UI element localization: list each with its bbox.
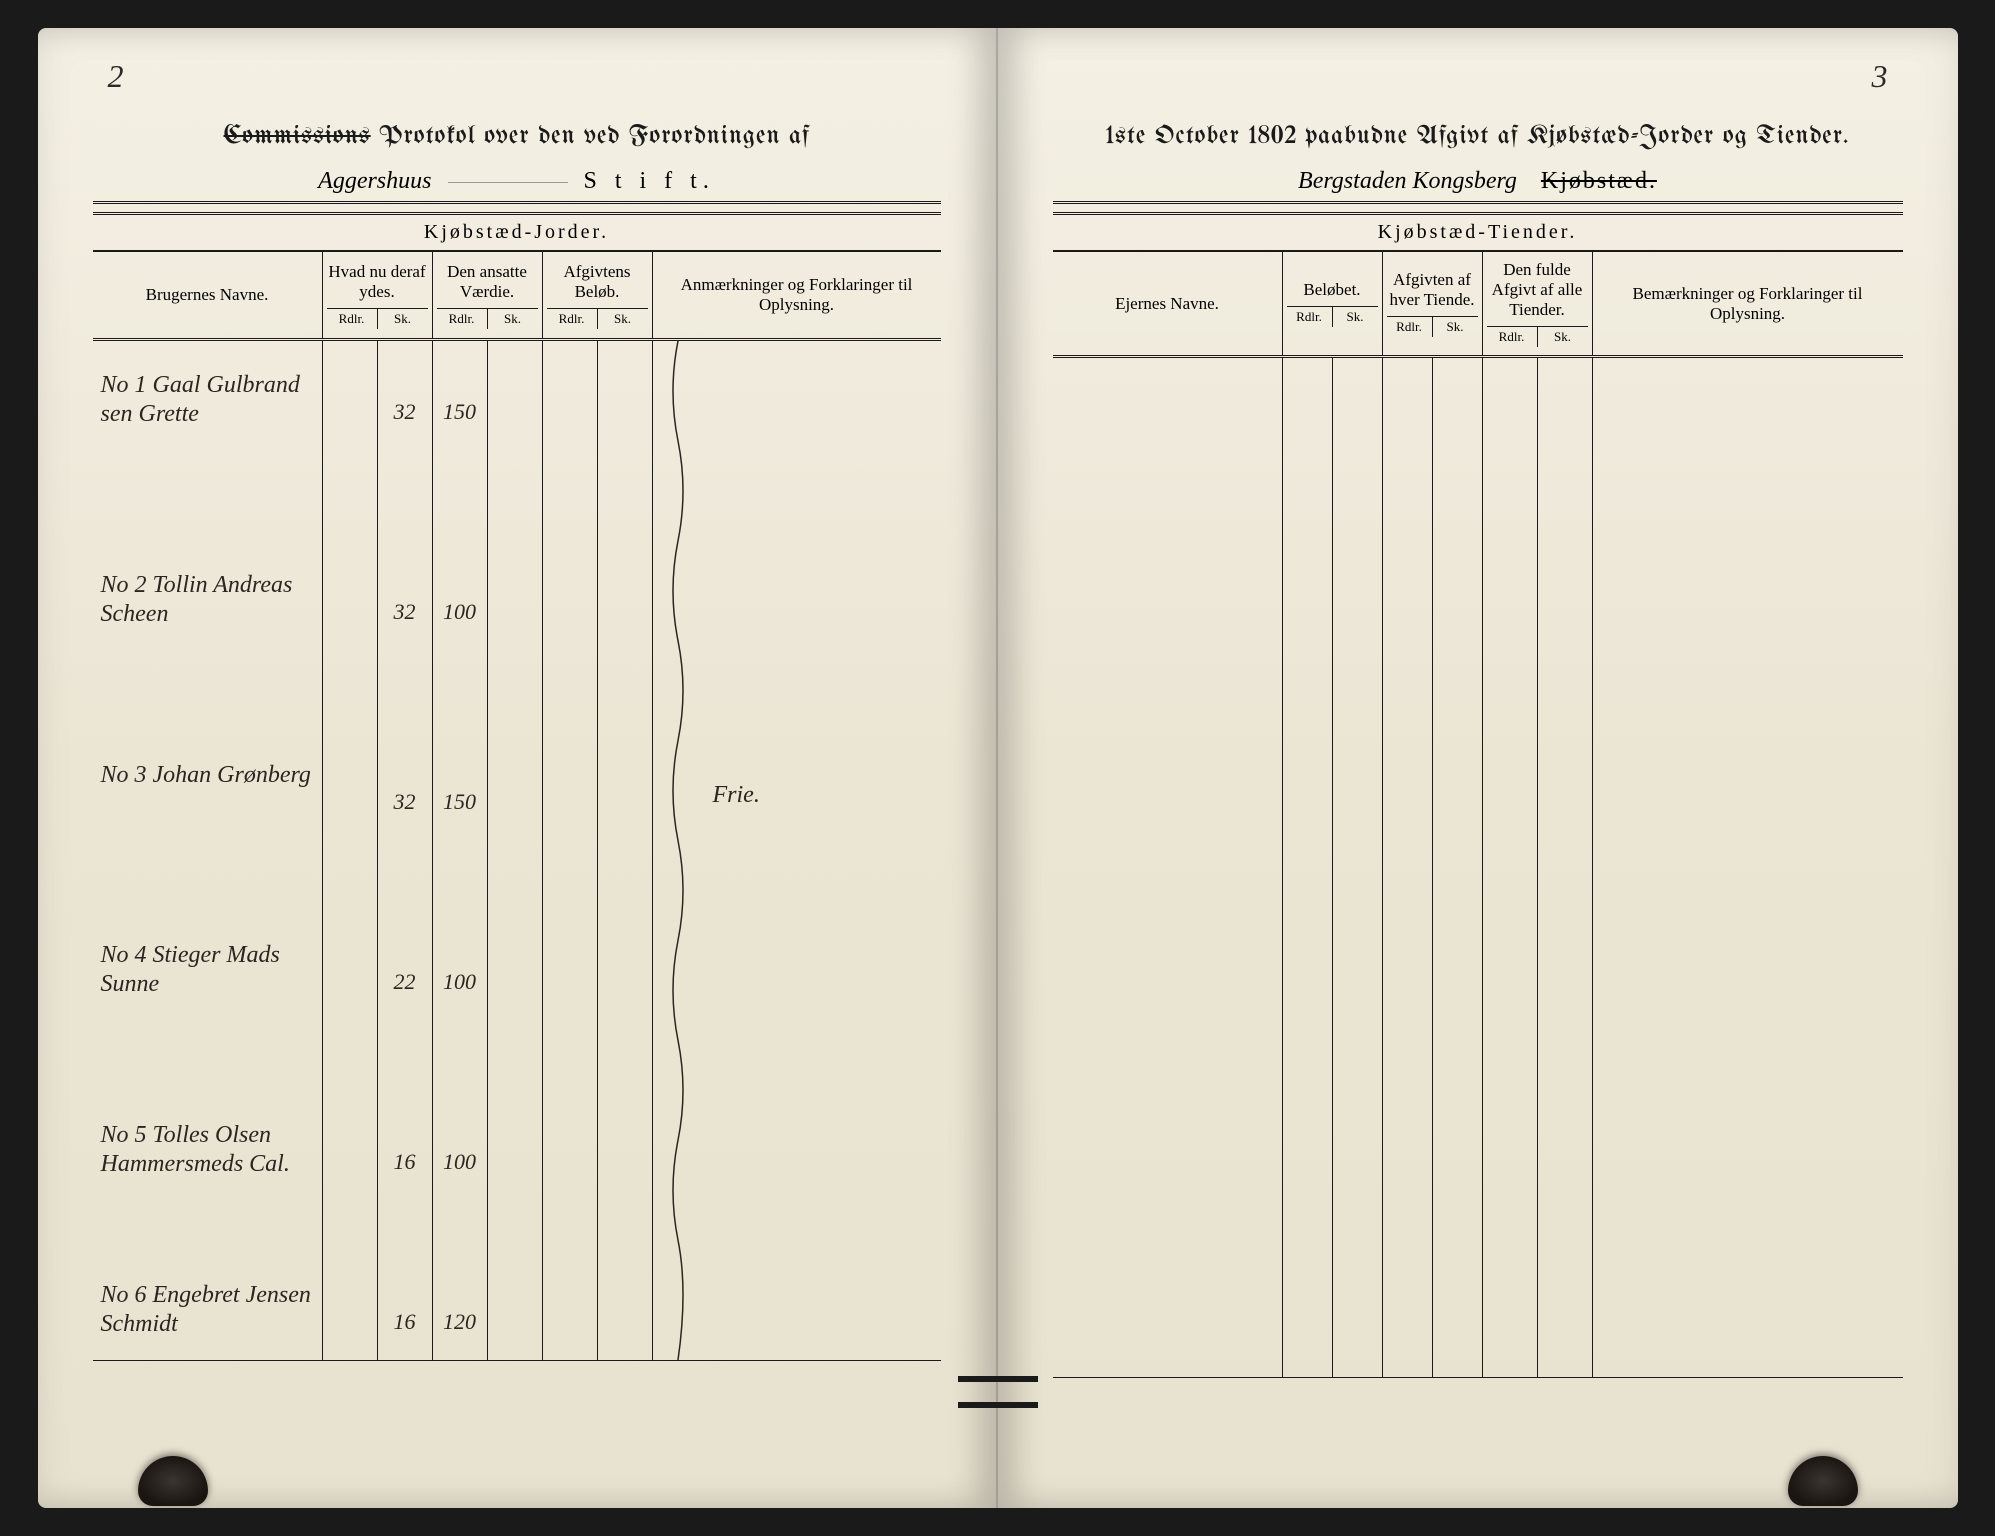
right-table-head: Ejernes Navne. Beløbet. Rdlr. Sk. Afgivt… — [1053, 251, 1903, 358]
ledger-entry-name: No 3 Johan Grønberg — [101, 761, 314, 790]
ledger-entry-value: 32 — [378, 599, 432, 625]
right-subtitle: Bergstaden Kongsberg Kjøbstæd. — [1053, 160, 1903, 204]
squiggle-line — [663, 341, 693, 1360]
ledger-entry-value: 150 — [433, 789, 487, 815]
stift-script: Aggershuus — [318, 168, 431, 194]
belobet-column — [1283, 358, 1383, 1377]
ledger-entry-value: 150 — [433, 399, 487, 425]
title-rest: Protokol over den ved Forordningen af — [379, 123, 809, 150]
subcols: Rdlr. Sk. — [1387, 316, 1478, 337]
stift-label: S t i f t. — [584, 168, 715, 194]
ledger-entry-name: No 6 Engebret Jensen Schmidt — [101, 1281, 314, 1339]
page-number-left: 2 — [108, 58, 124, 95]
left-section-label: Kjøbstæd-Jorder. — [93, 212, 941, 251]
col-head-ydes: Hvad nu deraf ydes. Rdlr. Sk. — [323, 252, 433, 338]
names-column: No 1 Gaal Gulbrand sen Grette No 2 Tollin… — [93, 341, 323, 1360]
ledger-entry-value: 22 — [378, 969, 432, 995]
col-head-anm: Anmærkninger og Forklaringer til Oplysni… — [653, 252, 941, 338]
ledger-entry-note: Frie. — [713, 781, 933, 810]
subcols: Rdlr. Sk. — [1487, 326, 1588, 347]
fulde-column — [1483, 358, 1593, 1377]
ledger-entry-name: No 2 Tollin Andreas Scheen — [101, 571, 314, 629]
right-table-body — [1053, 358, 1903, 1378]
col-head-belobet: Beløbet. Rdlr. Sk. — [1283, 252, 1383, 355]
col-head-belob: Afgivtens Beløb. Rdlr. Sk. — [543, 252, 653, 338]
left-page: 2 Commissions Protokol over den ved Foro… — [38, 28, 998, 1508]
ledger-entry-value: 120 — [433, 1309, 487, 1335]
ydes-column: 32 32 32 22 16 16 — [323, 341, 433, 1360]
col-head-ejernes: Ejernes Navne. — [1053, 252, 1283, 355]
col-head-bem: Bemærkninger og Forklaringer til Oplysni… — [1593, 252, 1903, 355]
title-strike: Commissions — [224, 123, 371, 150]
notes-column: Frie. — [653, 341, 941, 1360]
place-strike: Kjøbstæd. — [1541, 168, 1657, 194]
ledger-entry-value: 16 — [378, 1309, 432, 1335]
vaerdie-column: 150 100 150 100 100 120 — [433, 341, 543, 1360]
left-table-head: Brugernes Navne. Hvad nu deraf ydes. Rdl… — [93, 251, 941, 341]
ledger-entry-name: No 1 Gaal Gulbrand sen Grette — [101, 371, 314, 429]
hver-column — [1383, 358, 1483, 1377]
place-script: Bergstaden Kongsberg — [1298, 168, 1517, 194]
right-title: 1ste October 1802 paabudne Afgivt af Kjø… — [1053, 123, 1903, 150]
col-head-vaerdie: Den ansatte Værdie. Rdlr. Sk. — [433, 252, 543, 338]
ledger-entry-value: 100 — [433, 969, 487, 995]
belob-column — [543, 341, 653, 1360]
bem-column — [1593, 358, 1903, 1377]
ledger-book: 2 Commissions Protokol over den ved Foro… — [38, 28, 1958, 1508]
left-subtitle: Aggershuus S t i f t. — [93, 160, 941, 204]
page-number-right: 3 — [1872, 58, 1888, 95]
col-head-hver: Afgivten af hver Tiende. Rdlr. Sk. — [1383, 252, 1483, 355]
ledger-entry-value: 32 — [378, 399, 432, 425]
ledger-entry-value: 16 — [378, 1149, 432, 1175]
subcols: Rdlr. Sk. — [547, 308, 648, 329]
spine-stitches — [958, 1376, 1038, 1428]
right-page: 3 1ste October 1802 paabudne Afgivt af K… — [998, 28, 1958, 1508]
subcols: Rdlr. Sk. — [327, 308, 428, 329]
ledger-entry-value: 32 — [378, 789, 432, 815]
ledger-entry-name: No 4 Stieger Mads Sunne — [101, 941, 314, 999]
col-head-names: Brugernes Navne. — [93, 252, 323, 338]
ledger-entry-value: 100 — [433, 599, 487, 625]
col-head-fulde: Den fulde Afgivt af alle Tiender. Rdlr. … — [1483, 252, 1593, 355]
left-table-body: No 1 Gaal Gulbrand sen Grette No 2 Tollin… — [93, 341, 941, 1361]
left-title: Commissions Protokol over den ved Forord… — [93, 123, 941, 150]
subcols: Rdlr. Sk. — [437, 308, 538, 329]
ledger-entry-name: No 5 Tolles Olsen Hammersmeds Cal. — [101, 1121, 314, 1179]
right-section-label: Kjøbstæd-Tiender. — [1053, 212, 1903, 251]
subcols: Rdlr. Sk. — [1287, 306, 1378, 327]
ledger-entry-value: 100 — [433, 1149, 487, 1175]
ejernes-column — [1053, 358, 1283, 1377]
blank-line — [448, 182, 568, 183]
